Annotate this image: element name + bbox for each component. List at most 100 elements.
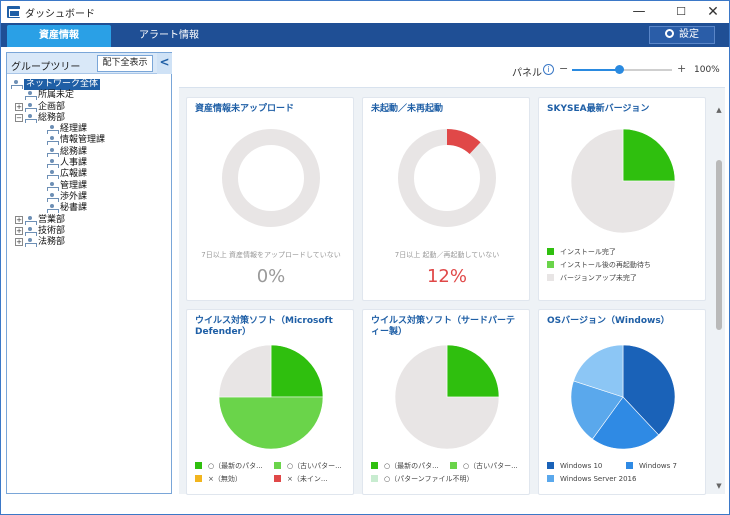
pie-slice-windows-server-2016 — [570, 380, 624, 440]
tree-item[interactable]: + 技術部 — [7, 226, 171, 237]
legend-item: Windows Server 2016 — [547, 475, 699, 488]
legend-item: ○（最新のパタ... — [195, 462, 271, 475]
card-os-version[interactable]: OSバージョン（Windows） Windows 10 Windows 7 Wi… — [538, 309, 706, 495]
zoom-out-button[interactable]: − — [559, 62, 569, 75]
card-title: ウイルス対策ソフト（Microsoft Defender） — [195, 316, 333, 337]
tree-item-label: 企画部 — [38, 101, 66, 112]
expand-icon[interactable]: + — [15, 215, 23, 224]
donut-chart-not-started — [398, 129, 496, 227]
expand-all-button[interactable]: 配下全表示 — [97, 55, 153, 72]
pie-chart-os-version — [570, 344, 676, 450]
pie-slice-other — [218, 344, 272, 398]
tree-item-label: 広報課 — [60, 169, 88, 180]
card-title: ウイルス対策ソフト（サードパーティー製） — [371, 316, 516, 337]
donut-track — [222, 129, 320, 227]
legend-label: インストール完了 — [560, 248, 616, 256]
tree-item-label: 情報管理課 — [60, 135, 106, 146]
pie-chart-av-third-party — [394, 344, 500, 450]
zoom-slider-thumb[interactable] — [615, 65, 624, 74]
tree-item[interactable]: ネットワーク全体 — [7, 79, 171, 90]
legend-item: ○（古いパター... — [450, 462, 526, 475]
card-av-defender[interactable]: ウイルス対策ソフト（Microsoft Defender） ○（最新のパタ...… — [186, 309, 354, 495]
group-icon — [47, 192, 59, 202]
scroll-up-arrow[interactable]: ▲ — [716, 106, 722, 114]
tree-item[interactable]: + 営業部 — [7, 215, 171, 226]
scroll-down-arrow[interactable]: ▼ — [716, 482, 722, 490]
card-not-started[interactable]: 未起動／未再起動 7日以上 起動／再起動していない 12% — [362, 97, 530, 301]
expand-icon[interactable]: + — [15, 238, 23, 247]
group-icon — [47, 136, 59, 146]
pie-slice-latest — [270, 344, 324, 398]
app-icon — [7, 6, 20, 18]
tree-item-label: 管理課 — [60, 180, 88, 191]
close-button[interactable]: ✕ — [707, 4, 719, 20]
card-title: 資産情報未アップロード — [195, 104, 295, 114]
panel-toolbar: パネル i − + 100% — [179, 52, 725, 88]
card-skysea-version[interactable]: SKYSEA最新バージョン インストール完了 インストール後の再起動待ち バージ… — [538, 97, 706, 301]
donut-percent: 0% — [256, 266, 286, 287]
legend-item: バージョンアップ未完了 — [547, 274, 651, 287]
tree-item[interactable]: + 法務部 — [7, 237, 171, 248]
tree-item-label: 総務部 — [38, 112, 66, 123]
legend-swatch — [371, 475, 378, 482]
legend-item: インストール完了 — [547, 248, 651, 261]
tree-item[interactable]: 経理課 — [7, 124, 171, 135]
tree-item[interactable]: + 企画部 — [7, 102, 171, 113]
group-icon — [25, 226, 37, 236]
expand-icon[interactable]: + — [15, 102, 23, 111]
legend-item: ×（未イン... — [274, 475, 350, 488]
maximize-button[interactable]: ☐ — [676, 5, 686, 18]
card-av-third-party[interactable]: ウイルス対策ソフト（サードパーティー製） ○（最新のパタ... ○（古いパター.… — [362, 309, 530, 495]
legend-item: ×（無効） — [195, 475, 271, 488]
window-title: ダッシュボード — [25, 9, 95, 20]
legend-label: ○（古いパター... — [463, 462, 518, 470]
legend-label: ○（最新のパタ... — [208, 462, 263, 470]
info-icon[interactable]: i — [543, 64, 554, 75]
vertical-scrollbar[interactable]: ▲ ▼ — [715, 102, 723, 494]
zoom-in-button[interactable]: + — [677, 62, 687, 75]
tree-item-label: 技術部 — [38, 225, 66, 236]
tree-item-label: 総務課 — [60, 146, 88, 157]
pie-slice-not-updated — [570, 128, 676, 234]
gear-icon — [665, 29, 674, 38]
donut-chart-asset-unuploaded — [222, 129, 320, 227]
scroll-thumb[interactable] — [716, 160, 722, 330]
settings-button[interactable]: 設定 — [649, 26, 715, 44]
expand-icon[interactable]: + — [15, 226, 23, 235]
tree-item[interactable]: 広報課 — [7, 169, 171, 180]
tree-item[interactable]: 所属未定 — [7, 90, 171, 101]
card-asset-unuploaded[interactable]: 資産情報未アップロード 7日以上 資産情報をアップロードしていない 0% — [186, 97, 354, 301]
tree-header: グループツリー 配下全表示 — [7, 53, 157, 74]
group-tree-panel: グループツリー 配下全表示 < ネットワーク全体 所属未定 + 企画部 − 総務部 経理課情… — [6, 52, 172, 494]
collapse-panel-button[interactable]: < — [157, 53, 172, 74]
tab-bar: 資産情報 アラート情報 設定 — [1, 23, 729, 47]
group-icon — [25, 91, 37, 101]
tab-assets[interactable]: 資産情報 — [7, 25, 111, 47]
zoom-slider[interactable] — [572, 65, 672, 74]
legend-item: ○（パターンファイル不明） — [371, 475, 523, 488]
tree-item[interactable]: 渉外課 — [7, 192, 171, 203]
group-icon — [25, 215, 37, 225]
tree-item[interactable]: − 総務部 — [7, 113, 171, 124]
collapse-icon[interactable]: − — [15, 113, 23, 122]
tree-item[interactable]: 管理課 — [7, 181, 171, 192]
tree-item-label: 秘書課 — [60, 203, 88, 214]
zoom-slider-fill — [572, 69, 619, 71]
group-icon — [47, 204, 59, 214]
donut-note: 7日以上 起動／再起動していない — [394, 251, 500, 259]
tree-item-label: 人事課 — [60, 158, 88, 169]
chart-legend: ○（最新のパタ... ○（古いパター... ×（無効） ×（未イン... — [195, 462, 347, 496]
group-icon — [47, 170, 59, 180]
tree-item[interactable]: 人事課 — [7, 158, 171, 169]
tree-item[interactable]: 秘書課 — [7, 203, 171, 214]
tab-alerts[interactable]: アラート情報 — [139, 30, 199, 41]
legend-swatch — [547, 475, 554, 482]
legend-label: ○（パターンファイル不明） — [384, 475, 474, 483]
tree-title: グループツリー — [11, 62, 81, 73]
minimize-button[interactable]: — — [632, 4, 646, 19]
tree-item[interactable]: 総務課 — [7, 147, 171, 158]
legend-swatch — [547, 261, 554, 268]
tree-item[interactable]: 情報管理課 — [7, 135, 171, 146]
chart-legend: Windows 10 Windows 7 Windows Server 2016 — [547, 462, 699, 496]
